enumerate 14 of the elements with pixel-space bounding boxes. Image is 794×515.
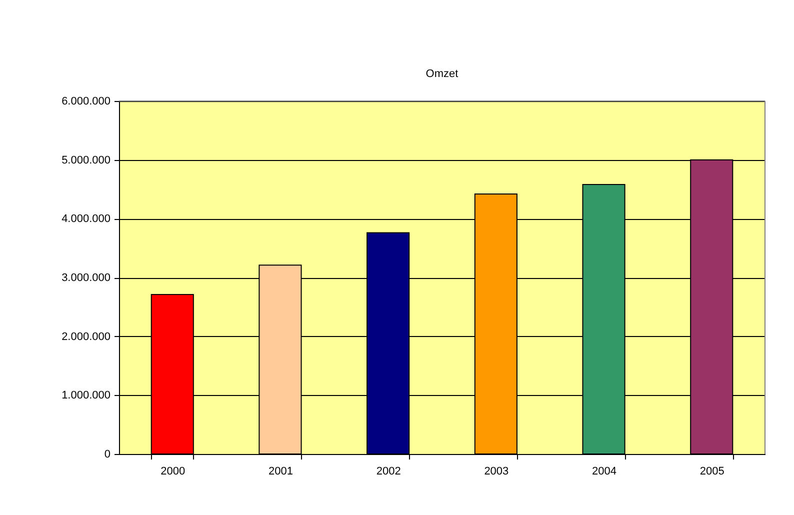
x-tick-label: 2002 xyxy=(376,466,401,478)
y-tick-label: 6.000.000 xyxy=(62,96,110,108)
y-tick-label: 2.000.000 xyxy=(62,330,110,343)
y-tick-label: 5.000.000 xyxy=(62,154,110,166)
chart-title: Omzet xyxy=(426,68,458,80)
y-tick-label: 3.000.000 xyxy=(62,272,110,284)
x-tick-label: 2005 xyxy=(700,466,724,478)
y-tick-label: 1.000.000 xyxy=(62,390,110,402)
x-tick-label: 2001 xyxy=(268,466,293,478)
x-tick-label: 2004 xyxy=(592,466,617,478)
y-tick-label: 4.000.000 xyxy=(62,213,110,226)
x-tick-label: 2003 xyxy=(484,466,509,478)
y-tick-label: 0 xyxy=(104,448,110,460)
x-tick-label: 2000 xyxy=(160,466,186,478)
